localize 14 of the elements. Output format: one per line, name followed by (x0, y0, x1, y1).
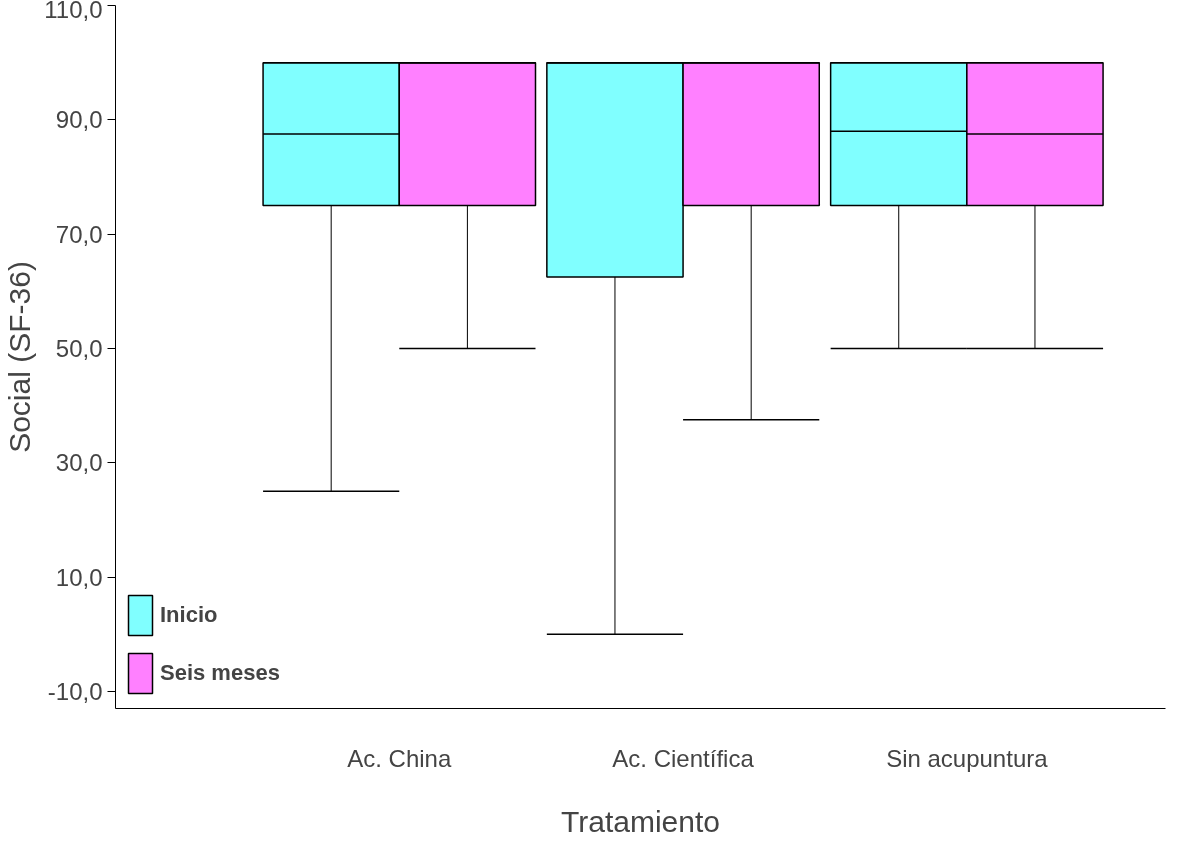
legend-label: Seis meses (160, 660, 280, 686)
x-tick-label: Sin acupuntura (886, 744, 1049, 772)
y-tick-label: 70,0 (55, 220, 103, 248)
x-tick-label: Ac. Científica (612, 744, 755, 772)
y-tick-label: 90,0 (55, 106, 103, 134)
y-tick-label: 50,0 (55, 334, 103, 362)
x-axis-title: Tratamiento (561, 804, 720, 838)
y-tick-label: -10,0 (47, 677, 103, 705)
y-axis-title: Social (SF-36) (3, 261, 37, 453)
y-tick-label: 10,0 (55, 563, 103, 591)
y-tick-label: 110,0 (44, 0, 103, 23)
x-tick-label: Ac. China (347, 744, 452, 772)
legend-label: Inicio (160, 602, 218, 628)
y-tick-label: 30,0 (55, 449, 103, 477)
